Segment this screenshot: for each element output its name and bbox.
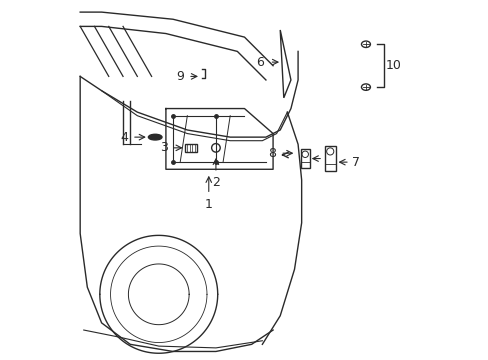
Ellipse shape: [148, 134, 162, 140]
Text: 7: 7: [351, 156, 359, 168]
Text: 1: 1: [204, 198, 212, 211]
Text: 5: 5: [324, 152, 332, 165]
Text: 8: 8: [267, 147, 275, 160]
FancyBboxPatch shape: [300, 149, 309, 168]
Text: 4: 4: [120, 131, 128, 144]
Text: 6: 6: [256, 55, 264, 69]
FancyBboxPatch shape: [185, 144, 196, 152]
Text: 9: 9: [176, 70, 183, 83]
Text: 10: 10: [385, 59, 401, 72]
Polygon shape: [280, 30, 290, 98]
Text: 2: 2: [212, 176, 220, 189]
Text: 3: 3: [160, 141, 167, 154]
FancyBboxPatch shape: [324, 146, 335, 171]
